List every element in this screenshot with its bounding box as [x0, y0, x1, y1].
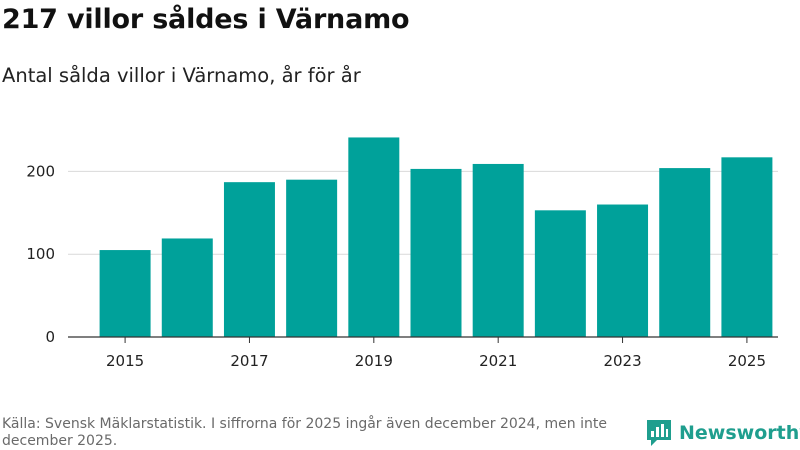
- chart-title: 217 villor såldes i Värnamo: [2, 4, 410, 35]
- x-tick-label: 2015: [106, 352, 144, 370]
- bar-2023: [597, 204, 649, 337]
- x-axis-ticks: 2015 2017 2019 2021 2023 2025: [106, 337, 766, 370]
- bar-2015: [99, 250, 151, 337]
- bar-2021: [472, 163, 524, 337]
- x-tick-label: 2025: [728, 352, 766, 370]
- bar-2020: [410, 168, 462, 337]
- brand-name: Newsworthy: [679, 422, 800, 444]
- bar-2016: [161, 238, 213, 337]
- bar-chart-logo-icon: [647, 420, 671, 446]
- bar-2024: [659, 168, 711, 337]
- chart-subtitle: Antal sålda villor i Värnamo, år för år: [2, 64, 361, 87]
- y-tick-label: 200: [26, 162, 55, 180]
- bar-2025: [721, 157, 773, 337]
- source-note: Källa: Svensk Mäklarstatistik. I siffror…: [2, 416, 607, 449]
- bar-2019: [348, 137, 400, 337]
- x-tick-label: 2023: [603, 352, 641, 370]
- y-tick-label: 100: [26, 245, 55, 263]
- y-tick-label: 0: [45, 328, 55, 346]
- bar-2018: [286, 179, 338, 337]
- y-axis-labels: 0 100 200: [26, 162, 55, 346]
- bar-chart: 0 100 200 2015 2017 2019 2021 2023 2025: [26, 137, 778, 370]
- bar-2022: [534, 210, 586, 337]
- x-tick-label: 2019: [355, 352, 393, 370]
- brand-logo: Newsworthy: [645, 418, 800, 448]
- x-tick-label: 2021: [479, 352, 517, 370]
- bars: [99, 137, 773, 337]
- x-tick-label: 2017: [230, 352, 268, 370]
- bar-2017: [223, 182, 275, 337]
